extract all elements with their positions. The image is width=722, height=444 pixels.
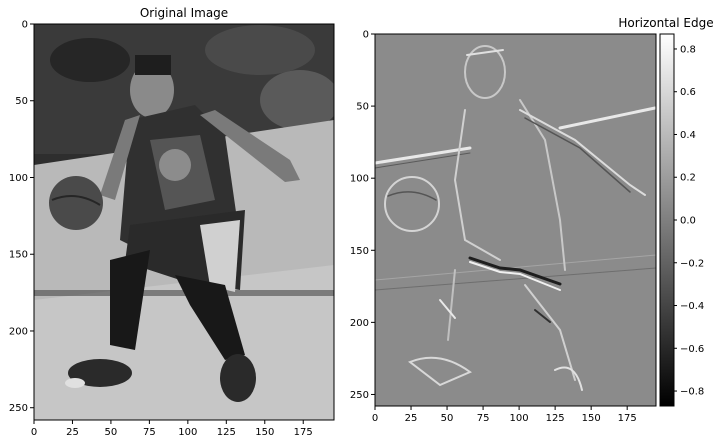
colorbar-tick-label: 0.6 (680, 87, 696, 98)
left-x-tick-label: 150 (255, 427, 274, 438)
left-axes-frame (33, 23, 335, 421)
left-y-tick-label: 150 (9, 250, 28, 261)
left-x-tick-label: 100 (178, 427, 197, 438)
colorbar-tick-label: 0.4 (680, 130, 696, 141)
right-x-tick-label: 100 (510, 413, 529, 424)
left-x-tick-label: 175 (294, 427, 313, 438)
right-x-tick-label: 150 (582, 413, 601, 424)
colorbar-tick-label: 0.0 (680, 216, 696, 227)
left-y-tick-label: 200 (9, 326, 28, 337)
right-y-tick-label: 100 (350, 174, 369, 185)
right-y-tick-label: 200 (350, 318, 369, 329)
original-image (34, 24, 334, 420)
right-panel-title: Horizontal Edge (618, 16, 713, 30)
colorbar-tick-label: −0.6 (680, 344, 704, 355)
right-x-tick-label: 50 (441, 413, 454, 424)
left-y-tick-label: 250 (9, 403, 28, 414)
right-x-tick-label: 75 (477, 413, 490, 424)
right-y-tick-label: 0 (363, 30, 369, 41)
colorbar-ticks: 0.8 0.6 0.4 0.2 0.0 −0.2 −0.4 −0.6 −0.8 (674, 44, 704, 398)
right-ticks: 0 25 50 75 100 125 150 175 0 50 100 150 200 250 (350, 30, 637, 425)
colorbar-tick-label: 0.8 (680, 44, 696, 55)
right-y-tick-label: 150 (350, 246, 369, 257)
right-y-tick-label: 50 (356, 102, 369, 113)
right-axes-frame (374, 33, 657, 407)
right-x-tick-label: 25 (405, 413, 418, 424)
colorbar-tick-label: −0.4 (680, 301, 704, 312)
left-panel-title: Original Image (140, 6, 228, 20)
left-y-tick-label: 50 (15, 96, 28, 107)
colorbar (659, 33, 675, 407)
colorbar-tick-label: 0.2 (680, 173, 696, 184)
right-x-tick-label: 125 (546, 413, 565, 424)
edge-image (375, 34, 656, 406)
left-x-tick-label: 25 (66, 427, 79, 438)
right-x-tick-label: 175 (618, 413, 637, 424)
left-x-tick-label: 50 (105, 427, 118, 438)
right-y-tick-label: 250 (350, 390, 369, 401)
left-ticks: 0 25 50 75 100 125 150 175 0 50 100 150 200 250 (9, 20, 313, 439)
colorbar-tick-label: −0.8 (680, 387, 704, 398)
right-x-tick-label: 0 (372, 413, 378, 424)
left-x-tick-label: 125 (217, 427, 236, 438)
colorbar-tick-label: −0.2 (680, 258, 704, 269)
left-x-tick-label: 0 (31, 427, 37, 438)
left-x-tick-label: 75 (143, 427, 156, 438)
left-y-tick-label: 100 (9, 173, 28, 184)
left-y-tick-label: 0 (22, 20, 28, 31)
